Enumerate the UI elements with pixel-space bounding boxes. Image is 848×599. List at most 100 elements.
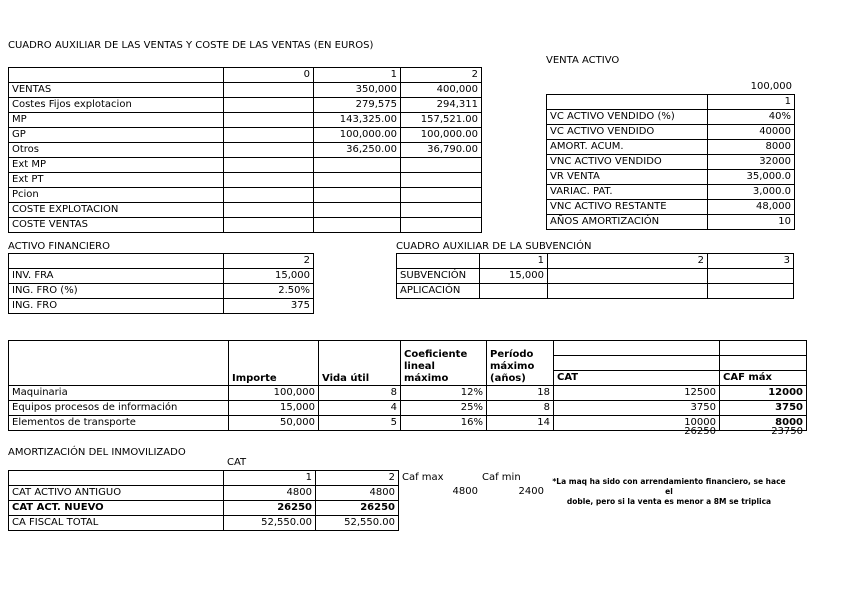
cell[interactable]: 40000 (707, 124, 795, 140)
cell[interactable] (8, 470, 224, 486)
cell[interactable] (400, 172, 482, 188)
cell[interactable]: 52,550.00 (315, 515, 399, 531)
header-periodo[interactable]: Período máximo (años) (486, 340, 554, 386)
cell[interactable]: 18 (486, 385, 554, 401)
cell[interactable]: 294,311 (400, 97, 482, 113)
cell[interactable]: 35,000.0 (707, 169, 795, 185)
cell[interactable] (223, 217, 314, 233)
cell[interactable]: 12000 (719, 385, 807, 401)
cell[interactable]: 2 (315, 470, 399, 486)
cell[interactable] (313, 187, 401, 203)
cell[interactable]: 10000 (553, 415, 720, 431)
cell[interactable] (553, 340, 720, 356)
cell[interactable]: 26250 (315, 500, 399, 516)
cell[interactable]: 3 (707, 253, 794, 269)
cell[interactable]: VNC ACTIVO VENDIDO (546, 154, 708, 170)
cell[interactable]: 0 (223, 67, 314, 83)
cell[interactable] (719, 355, 807, 371)
cell[interactable]: 52,550.00 (223, 515, 316, 531)
cell[interactable] (8, 253, 224, 269)
cell[interactable]: 157,521.00 (400, 112, 482, 128)
cell[interactable]: VR VENTA (546, 169, 708, 185)
cell[interactable]: Ext PT (8, 172, 224, 188)
cell[interactable]: 8 (318, 385, 401, 401)
cell[interactable] (707, 283, 794, 299)
cell[interactable] (546, 94, 708, 110)
cell[interactable] (400, 202, 482, 218)
cell[interactable]: 2 (547, 253, 708, 269)
cell[interactable] (223, 97, 314, 113)
cell[interactable]: 100,000 (228, 385, 319, 401)
cell[interactable]: 350,000 (313, 82, 401, 98)
cell[interactable] (313, 157, 401, 173)
cell[interactable] (547, 268, 708, 284)
cell[interactable]: 400,000 (400, 82, 482, 98)
cell[interactable]: GP (8, 127, 224, 143)
cell[interactable]: MP (8, 112, 224, 128)
cell[interactable] (8, 67, 224, 83)
cell[interactable]: VENTAS (8, 82, 224, 98)
cell[interactable] (223, 202, 314, 218)
cell[interactable] (313, 172, 401, 188)
cell[interactable]: SUBVENCIÓN (396, 268, 480, 284)
cell[interactable]: 26250 (223, 500, 316, 516)
cell[interactable]: 100,000.00 (400, 127, 482, 143)
header-coeficiente[interactable]: Coeficiente lineal máximo (400, 340, 487, 386)
header-vida-util[interactable]: Vida útil (318, 340, 401, 386)
cell[interactable]: 16% (400, 415, 487, 431)
cell[interactable] (553, 355, 720, 371)
cell[interactable]: CA FISCAL TOTAL (8, 515, 224, 531)
cell[interactable]: 10 (707, 214, 795, 230)
cell[interactable]: 15,000 (479, 268, 548, 284)
cell[interactable] (396, 253, 480, 269)
cell[interactable]: 12% (400, 385, 487, 401)
caf-max-value[interactable]: 4800 (452, 486, 478, 497)
caf-max-total-value[interactable]: 23750 (771, 426, 803, 437)
cell[interactable]: 40% (707, 109, 795, 125)
cell[interactable]: 4 (318, 400, 401, 416)
cell[interactable]: 279,575 (313, 97, 401, 113)
cell[interactable]: 15,000 (228, 400, 319, 416)
cell[interactable]: CAT ACT. NUEVO (8, 500, 224, 516)
cell[interactable] (707, 268, 794, 284)
cell[interactable]: AMORT. ACUM. (546, 139, 708, 155)
cell[interactable] (223, 127, 314, 143)
cell[interactable]: 36,250.00 (313, 142, 401, 158)
cell[interactable] (223, 142, 314, 158)
cell[interactable]: 4800 (315, 485, 399, 501)
cell[interactable]: 4800 (223, 485, 316, 501)
cell[interactable]: 5 (318, 415, 401, 431)
venta-activo-base-value[interactable]: 100,000 (750, 81, 792, 92)
cell[interactable]: 8000 (719, 415, 807, 431)
cell[interactable]: ING. FRO (8, 298, 224, 314)
cell[interactable]: 12500 (553, 385, 720, 401)
cell[interactable]: 1 (223, 470, 316, 486)
cell[interactable]: 32000 (707, 154, 795, 170)
cell[interactable]: 50,000 (228, 415, 319, 431)
cell[interactable]: 2 (400, 67, 482, 83)
cell[interactable]: 1 (707, 94, 795, 110)
cell[interactable]: VARIAC. PAT. (546, 184, 708, 200)
cell[interactable] (8, 340, 229, 386)
cell[interactable]: Costes Fijos explotacion (8, 97, 224, 113)
cell[interactable]: 15,000 (223, 268, 314, 284)
header-cat[interactable]: CAT (553, 370, 720, 386)
cell[interactable] (313, 217, 401, 233)
cell[interactable]: 3750 (553, 400, 720, 416)
cell[interactable]: 8 (486, 400, 554, 416)
cell[interactable]: Ext MP (8, 157, 224, 173)
cell[interactable] (479, 283, 548, 299)
caf-min-value[interactable]: 2400 (518, 486, 544, 497)
cell[interactable]: Elementos de transporte (8, 415, 229, 431)
cell[interactable]: Equipos procesos de información (8, 400, 229, 416)
cell[interactable]: 3,000.0 (707, 184, 795, 200)
cell[interactable] (223, 157, 314, 173)
cell[interactable]: 14 (486, 415, 554, 431)
cell[interactable]: Maquinaria (8, 385, 229, 401)
cell[interactable]: Pcion (8, 187, 224, 203)
cell[interactable]: 1 (479, 253, 548, 269)
cell[interactable] (223, 82, 314, 98)
cell[interactable] (400, 157, 482, 173)
header-caf-max[interactable]: CAF máx (719, 370, 807, 386)
cat-total-value[interactable]: 26250 (684, 426, 716, 437)
